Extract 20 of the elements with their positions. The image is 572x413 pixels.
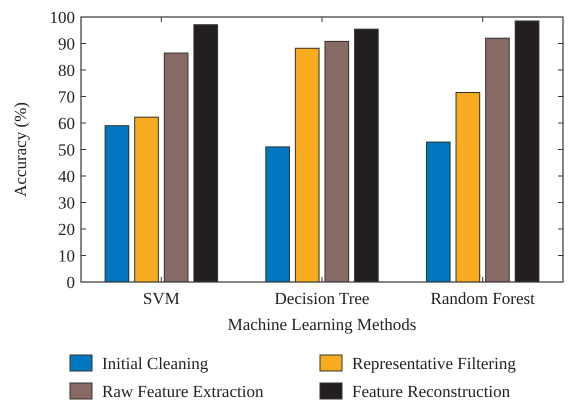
legend-label: Feature Reconstruction <box>352 382 511 401</box>
x-tick-label: Decision Tree <box>274 289 370 308</box>
y-tick-label: 90 <box>58 34 75 54</box>
y-tick-label: 70 <box>58 87 75 106</box>
y-axis-title: Accuracy (%) <box>11 102 30 197</box>
y-tick-label: 0 <box>66 272 75 292</box>
legend-label: Representative Filtering <box>352 354 516 373</box>
legend-label: Raw Feature Extraction <box>102 382 264 401</box>
y-tick-label: 40 <box>58 166 75 186</box>
y-tick-label: 20 <box>58 220 75 239</box>
y-tick-label: 30 <box>58 193 75 212</box>
x-tick-label: Random Forest <box>430 289 536 308</box>
y-tick-label: 60 <box>58 114 75 133</box>
y-tick-label: 10 <box>58 246 75 266</box>
y-tick-label: 100 <box>50 8 75 27</box>
x-axis-title: Machine Learning Methods <box>228 315 416 334</box>
x-tick-label: SVM <box>142 289 180 308</box>
legend-label: Initial Cleaning <box>102 354 209 373</box>
y-tick-label: 80 <box>58 60 75 80</box>
y-tick-label: 50 <box>58 140 75 160</box>
